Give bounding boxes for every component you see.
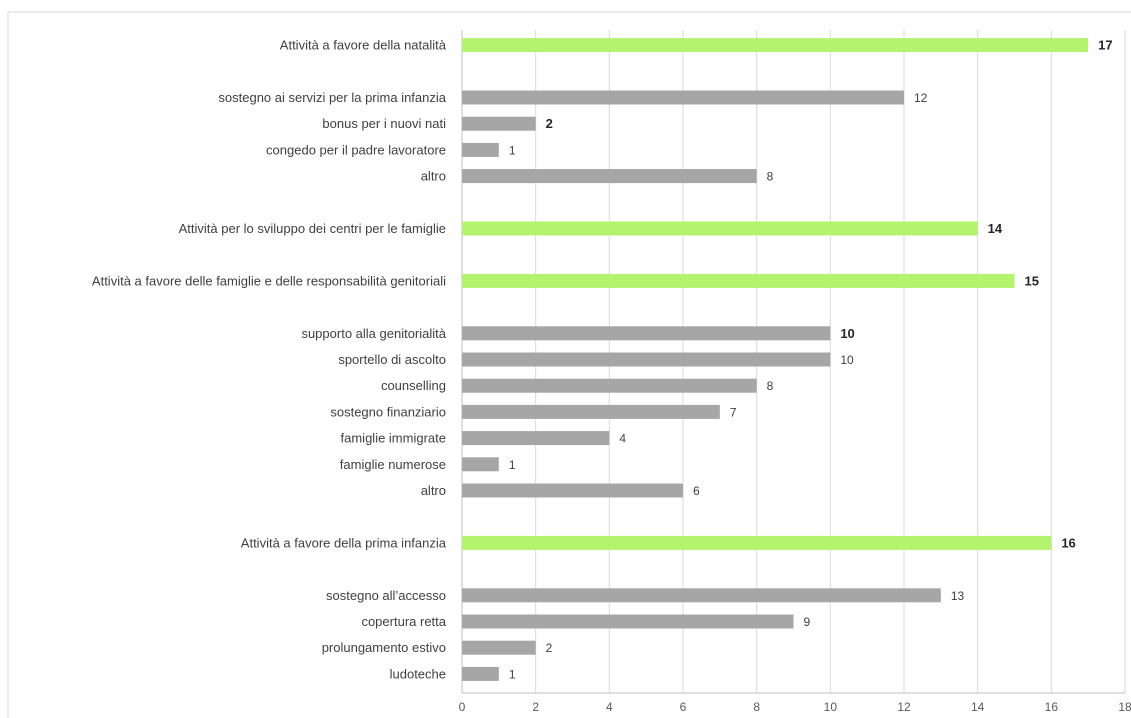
bar-category-label: sostegno finanziario <box>330 404 446 419</box>
bar-category-label: Attività per lo sviluppo dei centri per … <box>179 221 446 236</box>
bar-value-label: 16 <box>1061 535 1075 550</box>
bar-value-label: 4 <box>619 432 626 446</box>
bar-value-label: 1 <box>509 667 516 681</box>
x-tick-label: 12 <box>897 700 911 714</box>
bar-value-label: 9 <box>804 615 811 629</box>
x-tick-label: 8 <box>753 700 760 714</box>
subcategory-bar <box>462 404 720 419</box>
bar-category-label: copertura retta <box>361 614 446 629</box>
subcategory-bar <box>462 431 610 446</box>
bar-category-label: Attività a favore della natalità <box>280 38 447 53</box>
x-tick-label: 16 <box>1045 700 1059 714</box>
subcategory-bar <box>462 90 904 105</box>
subcategory-bar <box>462 483 683 498</box>
subcategory-bar <box>462 326 831 341</box>
bar-category-label: altro <box>421 483 446 498</box>
category-bar <box>462 221 978 236</box>
category-bar <box>462 535 1052 550</box>
subcategory-bar <box>462 588 941 603</box>
bar-value-label: 8 <box>767 379 774 393</box>
bar-category-label: supporto alla genitorialità <box>301 326 446 341</box>
bar-category-label: Attività a favore della prima infanzia <box>241 535 447 550</box>
bar-category-label: altro <box>421 169 446 184</box>
x-tick-label: 14 <box>971 700 985 714</box>
bar-value-label: 17 <box>1098 38 1112 53</box>
bar-category-label: congedo per il padre lavoratore <box>266 142 446 157</box>
bar-value-label: 1 <box>509 458 516 472</box>
bar-value-label: 14 <box>988 221 1003 236</box>
bar-value-label: 15 <box>1025 273 1039 288</box>
bar-value-label: 10 <box>840 326 854 341</box>
subcategory-bar <box>462 378 757 393</box>
subcategory-bar <box>462 352 831 367</box>
x-tick-label: 10 <box>824 700 838 714</box>
bar-value-label: 10 <box>840 353 854 367</box>
x-tick-label: 18 <box>1118 700 1131 714</box>
bar-category-label: sostegno all’accesso <box>326 588 446 603</box>
bar-value-label: 13 <box>951 589 965 603</box>
bar-value-label: 6 <box>693 484 700 498</box>
bar-category-label: sostegno ai servizi per la prima infanzi… <box>218 90 446 105</box>
x-tick-label: 4 <box>606 700 613 714</box>
bar-category-label: counselling <box>381 378 446 393</box>
x-tick-label: 0 <box>459 700 466 714</box>
bar-category-label: Attività a favore delle famiglie e delle… <box>92 273 446 288</box>
bar-category-label: famiglie immigrate <box>341 431 446 446</box>
bar-value-label: 7 <box>730 405 737 419</box>
bar-value-label: 12 <box>914 91 928 105</box>
subcategory-bar <box>462 457 499 472</box>
subcategory-bar <box>462 640 536 655</box>
bar-value-label: 8 <box>767 170 774 184</box>
bar-value-label: 2 <box>546 116 553 131</box>
x-tick-label: 6 <box>680 700 687 714</box>
subcategory-bar <box>462 614 794 629</box>
bar-category-label: bonus per i nuovi nati <box>322 116 446 131</box>
bar-value-label: 2 <box>546 641 553 655</box>
subcategory-bar <box>462 169 757 184</box>
subcategory-bar <box>462 666 499 681</box>
bar-category-label: sportello di ascolto <box>338 352 446 367</box>
bar-category-label: prolungamento estivo <box>322 640 446 655</box>
subcategory-bar <box>462 116 536 131</box>
category-bar <box>462 38 1089 53</box>
bar-category-label: ludoteche <box>390 666 446 681</box>
category-bar <box>462 273 1015 288</box>
x-tick-label: 2 <box>532 700 539 714</box>
bar-category-label: famiglie numerose <box>340 457 446 472</box>
bar-value-label: 1 <box>509 143 516 157</box>
subcategory-bar <box>462 142 499 157</box>
